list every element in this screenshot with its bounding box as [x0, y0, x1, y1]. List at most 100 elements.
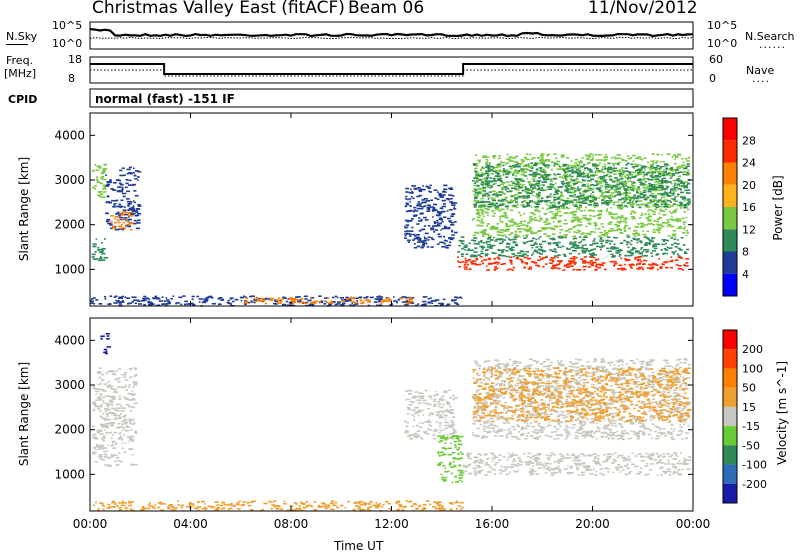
power-cell [506, 153, 509, 156]
power-cell [646, 196, 650, 198]
power-cell [502, 164, 505, 167]
power-cell [654, 188, 658, 190]
power-cell [487, 166, 490, 168]
power-cell [518, 211, 521, 214]
power-cell [498, 210, 501, 212]
velocity-cell [439, 509, 444, 512]
power-cell [573, 243, 577, 246]
velocity-cell [321, 502, 326, 504]
power-cell [624, 196, 629, 199]
velocity-cell [575, 464, 579, 467]
power-cell [624, 205, 628, 207]
power-cell [379, 298, 383, 301]
power-cell [657, 182, 663, 185]
velocity-cell [404, 420, 407, 423]
velocity-cell [133, 375, 137, 377]
velocity-cell [673, 470, 675, 473]
power-cell [114, 228, 117, 231]
power-cell [310, 301, 313, 304]
power-cell [495, 207, 500, 209]
power-cell [596, 214, 601, 217]
power-cell [591, 264, 594, 267]
power-cell [627, 254, 632, 257]
power-cell [412, 233, 416, 236]
power-cell [464, 257, 467, 260]
power-cell [426, 246, 430, 248]
power-cell [597, 197, 600, 199]
power-cell [483, 182, 487, 185]
power-cell [511, 238, 516, 241]
power-cell [647, 220, 652, 222]
power-cell [422, 296, 426, 298]
velocity-cell [103, 456, 108, 458]
velocity-cell [687, 459, 691, 461]
power-cell [602, 192, 605, 194]
power-cell [683, 264, 686, 266]
power-cell [537, 173, 541, 175]
power-cell [121, 300, 124, 302]
velocity-cell [444, 467, 446, 470]
velocity-cell [344, 506, 347, 509]
velocity-cell [405, 500, 409, 502]
power-cell [584, 235, 588, 237]
power-cell [97, 246, 100, 249]
power-cell [655, 169, 657, 171]
power-cell [580, 165, 584, 168]
power-cell [484, 156, 487, 158]
velocity-cell [357, 502, 361, 504]
velocity-cell [559, 453, 563, 455]
power-cell [613, 243, 616, 246]
velocity-cell [97, 405, 101, 408]
velocity-cell [118, 368, 122, 370]
power-cell [615, 247, 619, 249]
power-cell [441, 221, 444, 223]
power-cell [643, 224, 648, 226]
power-cell [668, 181, 672, 183]
power-cell [404, 197, 407, 200]
power-cell [417, 201, 420, 203]
power-cell [501, 251, 504, 254]
velocity-cell [411, 409, 415, 412]
power-region-4 [90, 295, 463, 307]
power-cell [669, 167, 672, 170]
velocity-cell [405, 430, 409, 432]
velocity-cell [448, 426, 453, 428]
power-cell [592, 173, 596, 176]
power-cell [619, 177, 624, 180]
power-cell [475, 193, 479, 196]
velocity-cell [379, 502, 381, 505]
power-cell [668, 247, 673, 249]
velocity-cell [656, 461, 661, 463]
power-cell [675, 189, 678, 192]
power-cell [552, 238, 555, 241]
power-cell [487, 198, 490, 200]
velocity-cell [121, 439, 124, 441]
velocity-cell [683, 460, 687, 462]
power-cell [463, 264, 466, 266]
power-cell [582, 193, 585, 196]
power-cell [586, 219, 591, 222]
velocity-cell [550, 452, 553, 455]
power-cell [532, 157, 536, 159]
power-cell [603, 156, 608, 158]
velocity-cell [460, 469, 464, 472]
power-cell [500, 203, 504, 205]
power-cell [419, 205, 422, 207]
velocity-cell [445, 391, 448, 393]
power-cell [291, 300, 296, 303]
power-cell [486, 214, 489, 217]
power-cell [526, 203, 529, 205]
power-cell [535, 193, 540, 196]
power-cell [601, 240, 604, 243]
power-cell [569, 178, 573, 180]
power-cell [191, 302, 194, 305]
power-cell [407, 241, 410, 243]
power-cell [652, 231, 657, 233]
power-cell [584, 197, 589, 199]
power-cell [558, 165, 561, 167]
power-cell [487, 195, 489, 198]
power-cell [521, 195, 526, 197]
power-cell [115, 199, 119, 202]
velocity-cell [439, 415, 443, 418]
power-cell [557, 201, 561, 203]
